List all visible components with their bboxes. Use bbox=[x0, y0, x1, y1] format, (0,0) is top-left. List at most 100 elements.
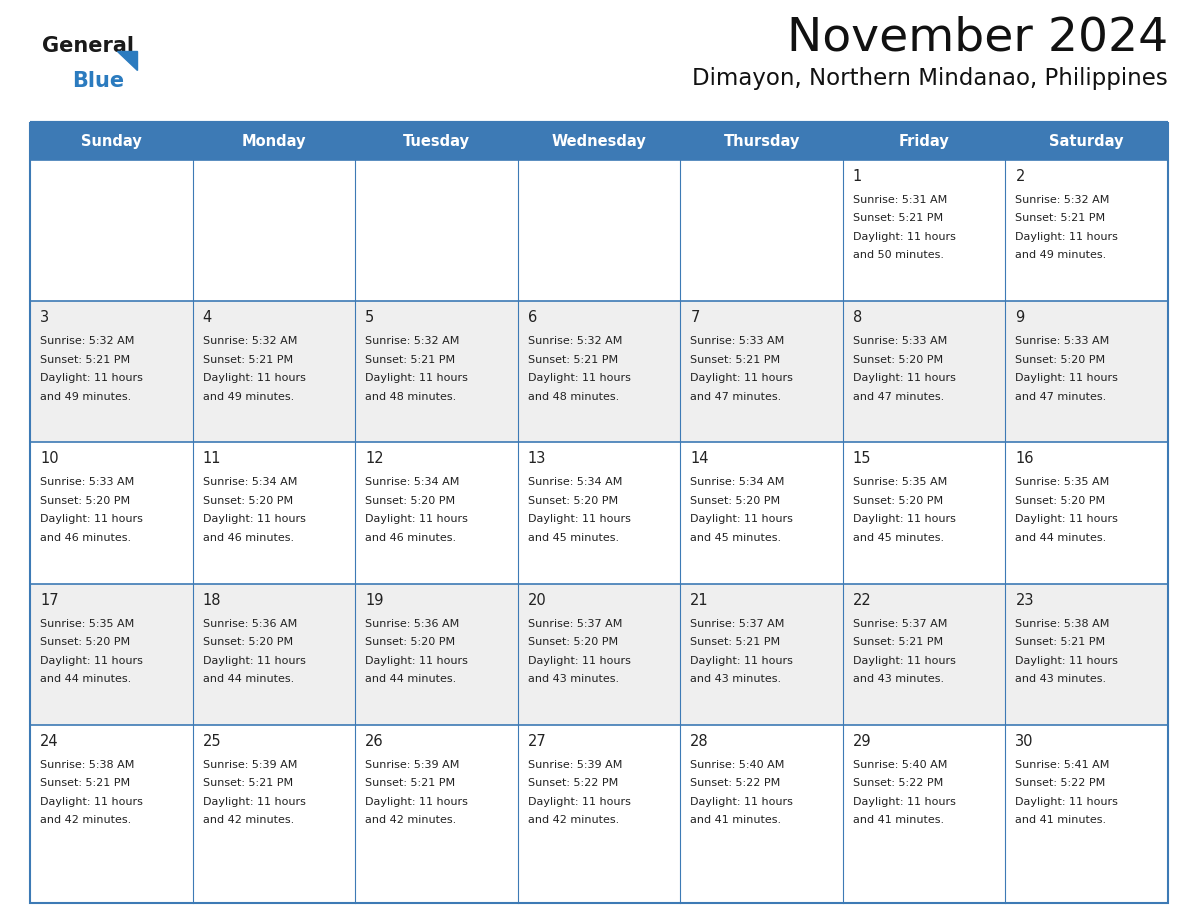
Text: Sunset: 5:20 PM: Sunset: 5:20 PM bbox=[365, 637, 455, 647]
Text: Sunrise: 5:37 AM: Sunrise: 5:37 AM bbox=[527, 619, 623, 629]
Text: and 43 minutes.: and 43 minutes. bbox=[1016, 674, 1106, 684]
Text: Daylight: 11 hours: Daylight: 11 hours bbox=[365, 655, 468, 666]
Text: and 49 minutes.: and 49 minutes. bbox=[1016, 251, 1107, 261]
Text: and 48 minutes.: and 48 minutes. bbox=[365, 392, 456, 402]
Polygon shape bbox=[118, 51, 138, 70]
Text: Sunset: 5:20 PM: Sunset: 5:20 PM bbox=[40, 637, 131, 647]
Text: Sunset: 5:21 PM: Sunset: 5:21 PM bbox=[203, 778, 292, 789]
Text: Daylight: 11 hours: Daylight: 11 hours bbox=[40, 374, 143, 383]
Text: Sunset: 5:20 PM: Sunset: 5:20 PM bbox=[527, 637, 618, 647]
Text: 3: 3 bbox=[40, 310, 49, 325]
Text: Monday: Monday bbox=[241, 134, 307, 149]
Text: Sunrise: 5:33 AM: Sunrise: 5:33 AM bbox=[690, 336, 784, 346]
Text: Sunrise: 5:41 AM: Sunrise: 5:41 AM bbox=[1016, 760, 1110, 770]
Text: Sunset: 5:21 PM: Sunset: 5:21 PM bbox=[365, 778, 455, 789]
Text: and 44 minutes.: and 44 minutes. bbox=[203, 674, 293, 684]
Text: 6: 6 bbox=[527, 310, 537, 325]
Text: Sunset: 5:20 PM: Sunset: 5:20 PM bbox=[1016, 496, 1106, 506]
Text: and 42 minutes.: and 42 minutes. bbox=[40, 815, 131, 825]
Text: Daylight: 11 hours: Daylight: 11 hours bbox=[853, 514, 955, 524]
Text: Daylight: 11 hours: Daylight: 11 hours bbox=[40, 655, 143, 666]
Text: and 45 minutes.: and 45 minutes. bbox=[690, 533, 782, 543]
Text: Daylight: 11 hours: Daylight: 11 hours bbox=[853, 797, 955, 807]
Text: 26: 26 bbox=[365, 733, 384, 749]
Text: 25: 25 bbox=[203, 733, 221, 749]
Text: Sunrise: 5:32 AM: Sunrise: 5:32 AM bbox=[40, 336, 134, 346]
Bar bbox=[30, 725, 1168, 866]
Text: 23: 23 bbox=[1016, 593, 1034, 608]
Text: Sunset: 5:22 PM: Sunset: 5:22 PM bbox=[690, 778, 781, 789]
Text: Blue: Blue bbox=[72, 71, 124, 91]
Text: Sunset: 5:21 PM: Sunset: 5:21 PM bbox=[1016, 214, 1106, 223]
Text: General: General bbox=[42, 36, 134, 56]
Text: Sunrise: 5:34 AM: Sunrise: 5:34 AM bbox=[365, 477, 460, 487]
Text: and 42 minutes.: and 42 minutes. bbox=[527, 815, 619, 825]
Text: 1: 1 bbox=[853, 169, 862, 184]
Text: Sunset: 5:20 PM: Sunset: 5:20 PM bbox=[365, 496, 455, 506]
Text: Daylight: 11 hours: Daylight: 11 hours bbox=[690, 797, 794, 807]
Text: Daylight: 11 hours: Daylight: 11 hours bbox=[203, 514, 305, 524]
Text: Sunday: Sunday bbox=[81, 134, 141, 149]
Text: Sunset: 5:20 PM: Sunset: 5:20 PM bbox=[203, 637, 292, 647]
Text: and 41 minutes.: and 41 minutes. bbox=[853, 815, 944, 825]
Text: Saturday: Saturday bbox=[1049, 134, 1124, 149]
Text: Sunrise: 5:35 AM: Sunrise: 5:35 AM bbox=[1016, 477, 1110, 487]
Text: Sunrise: 5:31 AM: Sunrise: 5:31 AM bbox=[853, 195, 947, 205]
Text: Sunrise: 5:39 AM: Sunrise: 5:39 AM bbox=[527, 760, 623, 770]
Text: November 2024: November 2024 bbox=[786, 15, 1168, 60]
Text: 18: 18 bbox=[203, 593, 221, 608]
Text: Sunset: 5:21 PM: Sunset: 5:21 PM bbox=[365, 354, 455, 364]
Text: and 48 minutes.: and 48 minutes. bbox=[527, 392, 619, 402]
Text: Sunset: 5:20 PM: Sunset: 5:20 PM bbox=[690, 496, 781, 506]
Text: Sunset: 5:22 PM: Sunset: 5:22 PM bbox=[1016, 778, 1106, 789]
Text: Sunrise: 5:39 AM: Sunrise: 5:39 AM bbox=[203, 760, 297, 770]
Text: 19: 19 bbox=[365, 593, 384, 608]
Text: Daylight: 11 hours: Daylight: 11 hours bbox=[40, 797, 143, 807]
Text: and 45 minutes.: and 45 minutes. bbox=[527, 533, 619, 543]
Text: Sunset: 5:21 PM: Sunset: 5:21 PM bbox=[853, 214, 943, 223]
Text: 10: 10 bbox=[40, 452, 58, 466]
Text: 5: 5 bbox=[365, 310, 374, 325]
Text: Sunset: 5:21 PM: Sunset: 5:21 PM bbox=[40, 778, 131, 789]
Text: and 45 minutes.: and 45 minutes. bbox=[853, 533, 944, 543]
Bar bbox=[30, 123, 1168, 160]
Text: and 44 minutes.: and 44 minutes. bbox=[1016, 533, 1107, 543]
Text: and 49 minutes.: and 49 minutes. bbox=[203, 392, 293, 402]
Text: Sunrise: 5:35 AM: Sunrise: 5:35 AM bbox=[40, 619, 134, 629]
Text: Daylight: 11 hours: Daylight: 11 hours bbox=[365, 514, 468, 524]
Text: Sunrise: 5:32 AM: Sunrise: 5:32 AM bbox=[527, 336, 623, 346]
Text: Dimayon, Northern Mindanao, Philippines: Dimayon, Northern Mindanao, Philippines bbox=[693, 67, 1168, 90]
Text: Sunrise: 5:38 AM: Sunrise: 5:38 AM bbox=[40, 760, 134, 770]
Text: Sunrise: 5:34 AM: Sunrise: 5:34 AM bbox=[203, 477, 297, 487]
Text: and 47 minutes.: and 47 minutes. bbox=[1016, 392, 1107, 402]
Text: Sunset: 5:22 PM: Sunset: 5:22 PM bbox=[853, 778, 943, 789]
Text: and 49 minutes.: and 49 minutes. bbox=[40, 392, 131, 402]
Text: Daylight: 11 hours: Daylight: 11 hours bbox=[690, 374, 794, 383]
Text: and 50 minutes.: and 50 minutes. bbox=[853, 251, 943, 261]
Text: 7: 7 bbox=[690, 310, 700, 325]
Text: and 47 minutes.: and 47 minutes. bbox=[853, 392, 944, 402]
Text: Sunrise: 5:36 AM: Sunrise: 5:36 AM bbox=[365, 619, 460, 629]
Text: Daylight: 11 hours: Daylight: 11 hours bbox=[527, 374, 631, 383]
Text: Sunset: 5:21 PM: Sunset: 5:21 PM bbox=[40, 354, 131, 364]
Text: and 47 minutes.: and 47 minutes. bbox=[690, 392, 782, 402]
Text: Sunset: 5:20 PM: Sunset: 5:20 PM bbox=[40, 496, 131, 506]
Text: 14: 14 bbox=[690, 452, 709, 466]
Text: Sunrise: 5:40 AM: Sunrise: 5:40 AM bbox=[690, 760, 784, 770]
Text: Sunset: 5:20 PM: Sunset: 5:20 PM bbox=[853, 496, 943, 506]
Text: Sunrise: 5:38 AM: Sunrise: 5:38 AM bbox=[1016, 619, 1110, 629]
Text: Daylight: 11 hours: Daylight: 11 hours bbox=[853, 374, 955, 383]
Text: Sunrise: 5:33 AM: Sunrise: 5:33 AM bbox=[1016, 336, 1110, 346]
Text: and 46 minutes.: and 46 minutes. bbox=[365, 533, 456, 543]
Text: 12: 12 bbox=[365, 452, 384, 466]
Text: Sunset: 5:21 PM: Sunset: 5:21 PM bbox=[1016, 637, 1106, 647]
Text: and 41 minutes.: and 41 minutes. bbox=[690, 815, 782, 825]
Text: Daylight: 11 hours: Daylight: 11 hours bbox=[40, 514, 143, 524]
Text: Daylight: 11 hours: Daylight: 11 hours bbox=[527, 655, 631, 666]
Text: Sunset: 5:22 PM: Sunset: 5:22 PM bbox=[527, 778, 618, 789]
Text: Sunset: 5:20 PM: Sunset: 5:20 PM bbox=[203, 496, 292, 506]
Bar bbox=[30, 160, 1168, 301]
Text: Daylight: 11 hours: Daylight: 11 hours bbox=[690, 514, 794, 524]
Text: Sunset: 5:21 PM: Sunset: 5:21 PM bbox=[690, 354, 781, 364]
Text: Sunrise: 5:34 AM: Sunrise: 5:34 AM bbox=[690, 477, 784, 487]
